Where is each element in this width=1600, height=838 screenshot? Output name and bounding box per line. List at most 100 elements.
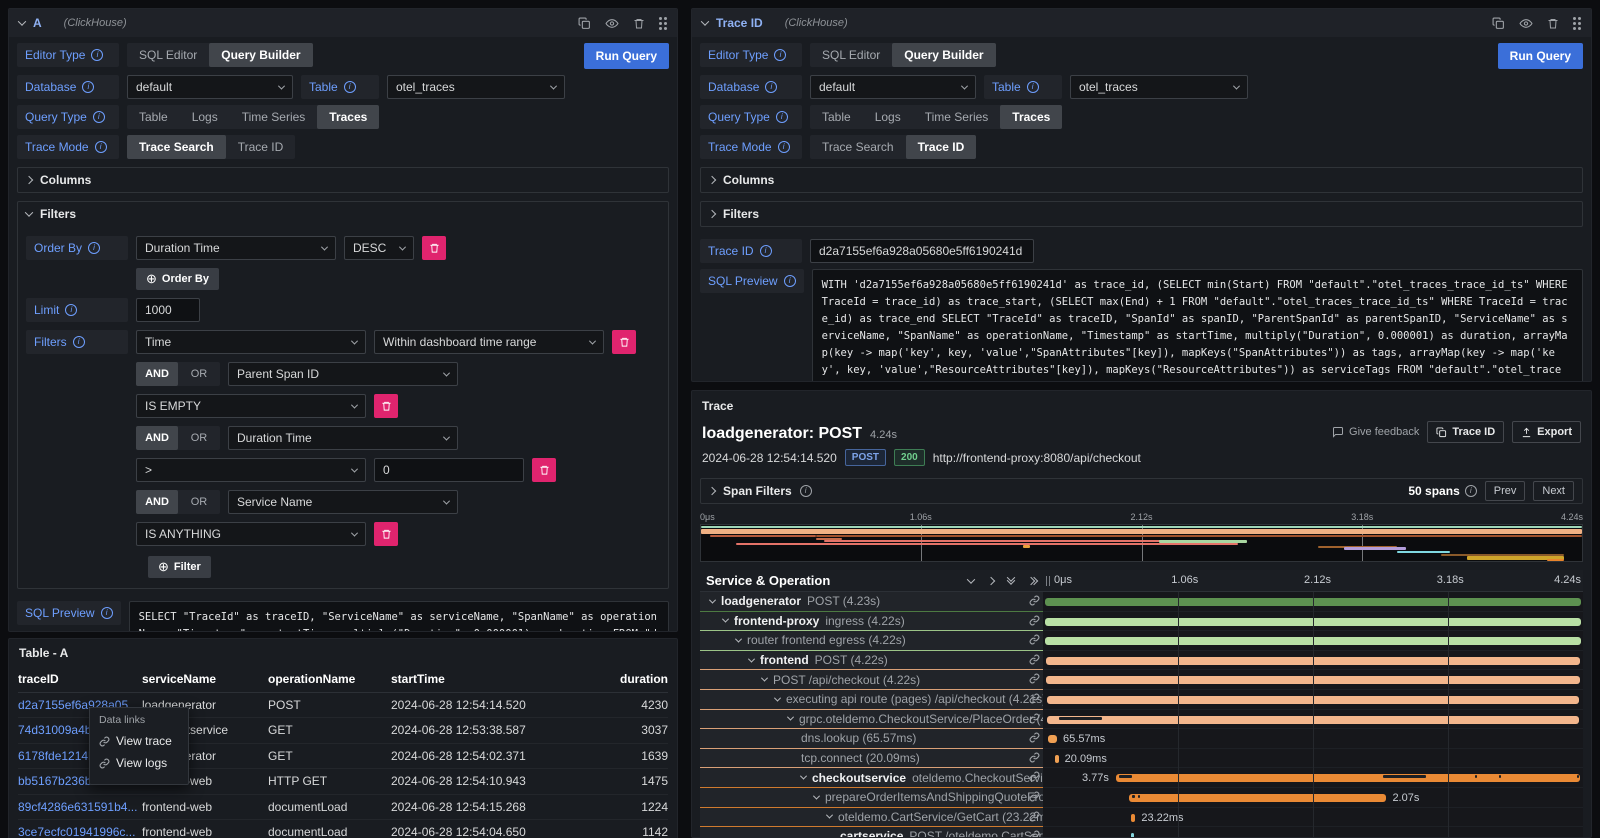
trace-id-input[interactable]	[810, 239, 1034, 263]
span-link-icon[interactable]	[1029, 791, 1040, 805]
span-row[interactable]: router frontend egress (4.22s)	[700, 631, 1583, 651]
expand-all-icon[interactable]	[1026, 576, 1039, 585]
run-query-button[interactable]: Run Query	[1497, 43, 1583, 69]
span-row[interactable]: checkoutservice oteldemo.CheckoutService/…	[700, 768, 1583, 788]
span-row[interactable]: loadgenerator POST (4.23s)	[700, 592, 1583, 612]
span-row[interactable]: cartservice POST /oteldemo.CartService/Ge…	[700, 827, 1583, 837]
span-row[interactable]: frontend-proxy ingress (4.22s)	[700, 611, 1583, 632]
span-link-icon[interactable]	[1029, 713, 1040, 727]
remove-order-by-button[interactable]	[422, 236, 446, 260]
span-row[interactable]: prepareOrderItemsAndShippingQuoteFromCar…	[700, 787, 1583, 808]
span-duration-bar[interactable]	[1046, 695, 1580, 704]
trace-mode-search[interactable]: Trace Search	[127, 135, 226, 159]
filter-operator-select[interactable]: IS ANYTHING	[136, 522, 366, 546]
remove-filter-button[interactable]	[612, 330, 636, 354]
trace-id-link[interactable]: 6178fde1214bc	[18, 748, 101, 763]
drag-handle-icon[interactable]	[1573, 16, 1581, 30]
chevron-down-icon[interactable]	[786, 713, 795, 721]
and-or-toggle[interactable]: AND OR	[136, 490, 220, 514]
span-duration-bar[interactable]	[1045, 637, 1581, 646]
limit-input[interactable]	[136, 298, 200, 322]
span-name-cell[interactable]: frontend POST (4.22s)	[700, 650, 1043, 671]
span-link-icon[interactable]	[1029, 654, 1040, 668]
query-builder-tab[interactable]: Query Builder	[209, 43, 313, 67]
query-type-logs[interactable]: Logs	[874, 110, 901, 124]
order-by-direction-select[interactable]: DESC	[344, 236, 414, 260]
prev-button[interactable]: Prev	[1484, 481, 1526, 501]
span-duration-bar[interactable]	[1045, 598, 1581, 606]
export-button[interactable]: Export	[1512, 421, 1581, 443]
query-panel-a-header[interactable]: A (ClickHouse)	[9, 9, 677, 37]
span-link-icon[interactable]	[1029, 811, 1040, 825]
query-type-traces[interactable]: Traces	[317, 105, 380, 129]
query-builder-tab[interactable]: Query Builder	[892, 43, 996, 67]
column-header-duration[interactable]: duration	[620, 672, 668, 687]
view-trace-link[interactable]: View trace	[99, 734, 179, 748]
remove-filter-button[interactable]	[532, 458, 556, 482]
duplicate-icon[interactable]	[1492, 17, 1505, 30]
trace-id-button[interactable]: Trace ID	[1427, 421, 1505, 443]
trace-id-link[interactable]: 74d31009a4ba	[18, 723, 99, 738]
span-name-cell[interactable]: cartservice POST /oteldemo.CartService/Ge…	[700, 827, 1043, 837]
span-name-cell[interactable]: executing api route (pages) /api/checkou…	[700, 689, 1043, 710]
column-header-servicename[interactable]: serviceName	[142, 672, 217, 687]
collapse-chevron-icon[interactable]	[700, 17, 710, 26]
chevron-down-icon[interactable]	[721, 615, 730, 624]
table-select[interactable]: otel_traces	[387, 75, 565, 99]
order-by-field-select[interactable]: Duration Time	[136, 236, 336, 260]
remove-filter-button[interactable]	[374, 394, 398, 418]
filter-field-select[interactable]: Service Name	[228, 490, 458, 514]
span-link-icon[interactable]	[1029, 693, 1040, 707]
filter-time-field-select[interactable]: Time	[136, 330, 366, 354]
span-name-cell[interactable]: tcp.connect (20.09ms)	[700, 748, 1043, 769]
column-header-traceid[interactable]: traceID	[18, 672, 59, 687]
filter-operator-select[interactable]: IS EMPTY	[136, 394, 366, 418]
chevron-down-icon[interactable]	[760, 674, 769, 682]
chevron-right-icon[interactable]	[707, 486, 717, 496]
columns-section-toggle[interactable]: Columns	[18, 168, 668, 192]
span-duration-bar[interactable]	[1045, 617, 1581, 626]
query-panel-trace-id-header[interactable]: Trace ID (ClickHouse)	[692, 9, 1591, 37]
filter-time-value-select[interactable]: Within dashboard time range	[374, 330, 604, 354]
span-duration-bar[interactable]	[1129, 793, 1387, 802]
span-duration-bar[interactable]	[1131, 833, 1134, 837]
chevron-down-icon[interactable]	[734, 635, 743, 643]
query-type-traces[interactable]: Traces	[1000, 105, 1063, 129]
chevron-down-icon[interactable]	[773, 694, 782, 702]
sql-editor-tab[interactable]: SQL Editor	[139, 48, 198, 62]
span-name-cell[interactable]: prepareOrderItemsAndShippingQuoteFromCar…	[700, 787, 1043, 808]
span-duration-bar[interactable]	[1045, 656, 1581, 665]
trace-mode-search[interactable]: Trace Search	[822, 140, 894, 154]
span-row[interactable]: grpc.oteldemo.CheckoutService/PlaceOrder…	[700, 709, 1583, 730]
query-type-table[interactable]: Table	[822, 110, 851, 124]
table-select[interactable]: otel_traces	[1070, 75, 1248, 99]
expand-one-icon[interactable]	[986, 576, 996, 585]
span-name-cell[interactable]: POST /api/checkout (4.22s)	[700, 670, 1043, 690]
and-or-toggle[interactable]: AND OR	[136, 426, 220, 450]
database-select[interactable]: default	[810, 75, 976, 99]
query-type-timeseries[interactable]: Time Series	[924, 110, 989, 124]
run-query-button[interactable]: Run Query	[583, 43, 669, 69]
span-name-cell[interactable]: router frontend egress (4.22s)	[700, 631, 1043, 651]
span-link-icon[interactable]	[1029, 771, 1040, 785]
columns-section-toggle[interactable]: Columns	[701, 168, 1582, 192]
span-duration-bar[interactable]	[1045, 676, 1581, 685]
span-link-icon[interactable]	[1029, 732, 1040, 746]
hide-response-eye-icon[interactable]	[605, 17, 619, 30]
span-link-icon[interactable]	[1029, 615, 1040, 629]
add-filter-button[interactable]: ⊕ Filter	[148, 556, 211, 578]
span-duration-bar[interactable]	[1054, 754, 1059, 763]
drag-handle-icon[interactable]	[659, 16, 667, 30]
chevron-down-icon[interactable]	[812, 792, 821, 800]
filters-section-toggle[interactable]: Filters	[701, 202, 1582, 226]
minimap-canvas[interactable]	[700, 524, 1583, 562]
span-duration-bar[interactable]	[1115, 774, 1580, 783]
span-link-icon[interactable]	[1029, 752, 1040, 766]
column-header-starttime[interactable]: startTime	[391, 672, 445, 687]
span-name-cell[interactable]: grpc.oteldemo.CheckoutService/PlaceOrder…	[700, 709, 1043, 730]
span-name-cell[interactable]: checkoutservice oteldemo.CheckoutService/…	[700, 768, 1043, 788]
filter-field-select[interactable]: Duration Time	[228, 426, 458, 450]
trace-minimap[interactable]: 0μs 1.06s 2.12s 3.18s 4.24s	[700, 512, 1583, 562]
span-row[interactable]: frontend POST (4.22s)	[700, 650, 1583, 671]
filter-operator-select[interactable]: >	[136, 458, 366, 482]
